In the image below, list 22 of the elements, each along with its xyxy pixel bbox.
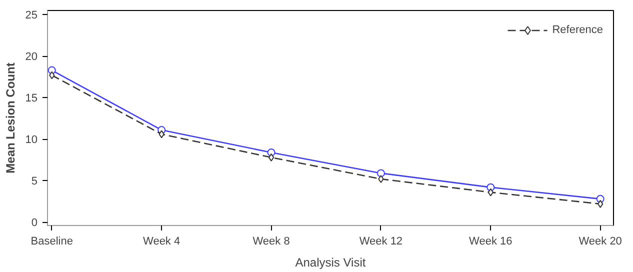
y-tick-label: 10 [25, 134, 38, 146]
point [268, 153, 274, 162]
x-tick-label: Week 16 [469, 236, 512, 248]
legend-label: Reference [552, 24, 603, 36]
y-tick-label: 20 [25, 51, 38, 64]
point [378, 175, 384, 184]
x-tick-label: Week 12 [359, 236, 403, 248]
y-tick-label: 15 [25, 92, 38, 105]
point [49, 71, 55, 80]
x-tick-label: Baseline [30, 236, 73, 248]
point [158, 130, 164, 138]
y-tick-label: 0 [31, 217, 38, 230]
x-tick-label: Week 8 [252, 236, 290, 248]
y-tick-label: 5 [31, 176, 38, 188]
x-axis-title: Analysis Visit [295, 256, 366, 270]
point [488, 188, 494, 196]
point [598, 200, 604, 208]
y-tick-label: 25 [25, 10, 38, 22]
x-tick-label: Week 4 [143, 236, 180, 248]
y-axis-title: Mean Lesion Count [3, 62, 18, 174]
point [376, 169, 385, 178]
x-tick-label: Week 20 [578, 236, 622, 248]
